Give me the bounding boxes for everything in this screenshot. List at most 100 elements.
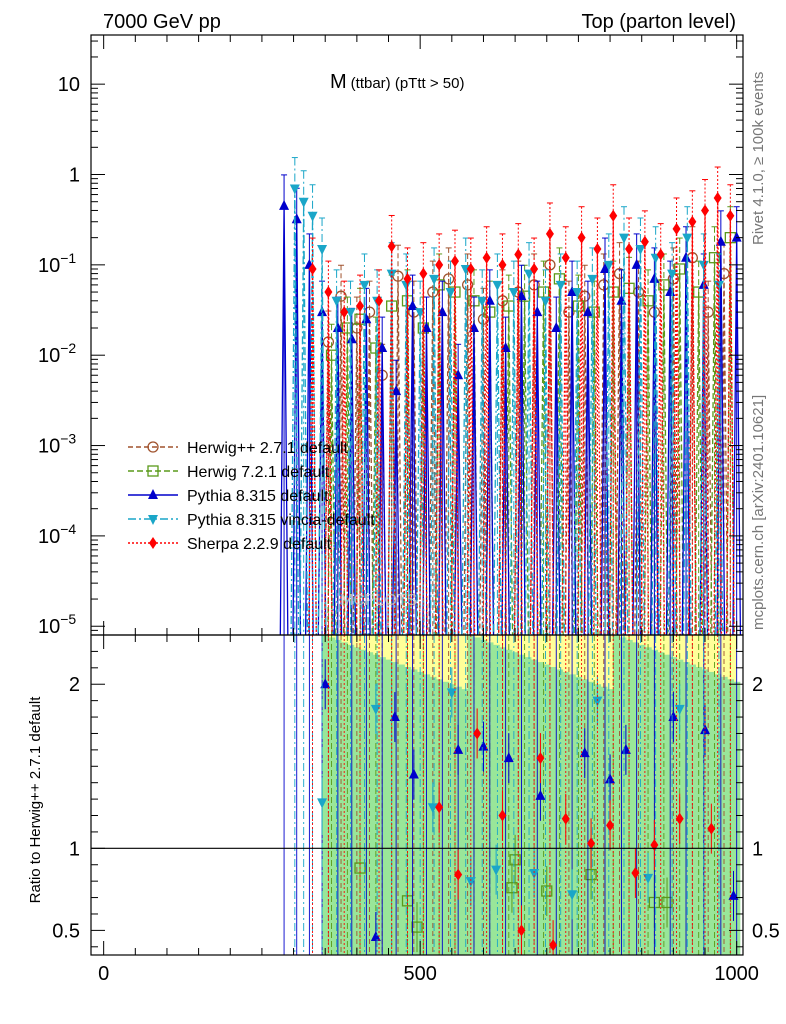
ratio-series-3 bbox=[294, 635, 720, 955]
data-point bbox=[658, 279, 670, 291]
ratio-point bbox=[606, 819, 615, 832]
data-point bbox=[514, 248, 523, 261]
data-point bbox=[356, 300, 365, 313]
ratio-point bbox=[411, 921, 423, 933]
data-point bbox=[340, 306, 349, 319]
data-point bbox=[308, 262, 317, 275]
data-point bbox=[386, 269, 397, 280]
y-tick-label: 10 bbox=[58, 74, 80, 96]
data-point bbox=[331, 296, 342, 307]
ratio-band-green bbox=[353, 647, 361, 955]
data-point bbox=[618, 233, 629, 244]
ratio-point bbox=[498, 809, 507, 822]
ratio-point bbox=[517, 924, 526, 937]
legend-marker bbox=[148, 489, 158, 499]
ratio-y-tick-label-right: 2 bbox=[752, 674, 763, 696]
ratio-band-green bbox=[385, 659, 393, 955]
data-point bbox=[572, 288, 583, 299]
y-tick-label: 10−5 bbox=[38, 611, 76, 638]
legend-entry: Herwig++ 2.7.1 default bbox=[128, 440, 349, 457]
data-point bbox=[656, 248, 665, 261]
ratio-panel-frame bbox=[90, 634, 744, 956]
data-point bbox=[484, 294, 495, 305]
ratio-point bbox=[503, 752, 514, 763]
data-point bbox=[642, 295, 654, 307]
x-tick-label: 500 bbox=[403, 963, 436, 985]
ratio-point bbox=[541, 885, 553, 897]
data-point bbox=[498, 258, 507, 271]
legend: Herwig++ 2.7.1 default Herwig 7.2.1 defau… bbox=[128, 440, 375, 553]
data-point bbox=[561, 251, 570, 264]
data-point bbox=[582, 306, 593, 317]
data-point bbox=[492, 280, 503, 291]
data-point bbox=[427, 286, 439, 298]
data-point bbox=[563, 306, 575, 318]
ratio-point bbox=[408, 768, 419, 779]
y-tick-label: 10−2 bbox=[38, 340, 76, 367]
ratio-y-tick-label: 2 bbox=[69, 674, 80, 696]
data-point bbox=[587, 274, 598, 285]
x-tick-label: 0 bbox=[98, 963, 109, 985]
legend-marker bbox=[147, 465, 159, 477]
data-point bbox=[466, 262, 475, 275]
data-point bbox=[625, 242, 634, 255]
ratio-point bbox=[674, 704, 685, 715]
ratio-point bbox=[587, 837, 596, 850]
data-point bbox=[540, 296, 551, 307]
data-point bbox=[324, 286, 333, 299]
ratio-point bbox=[435, 801, 444, 814]
data-point bbox=[419, 267, 428, 280]
ratio-point bbox=[561, 812, 570, 825]
data-point bbox=[600, 262, 611, 273]
data-point bbox=[508, 288, 519, 299]
data-point bbox=[482, 251, 491, 264]
ratio-series-4 bbox=[312, 635, 731, 955]
process-label: Top (parton level) bbox=[581, 11, 736, 33]
ratio-band-green bbox=[360, 649, 367, 955]
data-point bbox=[359, 280, 370, 291]
y-tick-label: 10−3 bbox=[38, 431, 76, 458]
data-point bbox=[688, 215, 697, 228]
ratio-band-green bbox=[511, 652, 519, 955]
data-point bbox=[403, 272, 412, 285]
data-point bbox=[672, 222, 681, 235]
data-point bbox=[667, 269, 678, 280]
y-tick-label: 10−4 bbox=[38, 521, 76, 548]
ratio-point bbox=[370, 704, 381, 715]
legend-label: Herwig++ 2.7.1 default bbox=[187, 440, 349, 457]
data-point bbox=[445, 288, 456, 299]
data-point bbox=[317, 244, 328, 255]
ratio-point bbox=[509, 854, 521, 866]
mcplots-credit-label: mcplots.cern.ch [arXiv:2401.10621] bbox=[750, 395, 767, 630]
ratio-band-green bbox=[587, 681, 595, 955]
ratio-point bbox=[491, 865, 502, 876]
data-point bbox=[401, 280, 412, 291]
ratio-band-green bbox=[632, 642, 640, 955]
ratio-band-green bbox=[341, 642, 348, 955]
ratio-uncertainty-bands bbox=[322, 635, 741, 955]
legend-entry: Pythia 8.315 default bbox=[128, 488, 329, 505]
ratio-band-green bbox=[524, 657, 532, 955]
ratio-point bbox=[317, 798, 328, 809]
ratio-band-green bbox=[448, 684, 456, 955]
ratio-point bbox=[506, 882, 518, 894]
ratio-panel-axes: 0.5 0.5 1 1 2 2 bbox=[52, 650, 780, 948]
data-point bbox=[461, 279, 474, 291]
ratio-point bbox=[549, 939, 558, 952]
data-point bbox=[346, 333, 357, 344]
ratio-band-green bbox=[372, 654, 380, 955]
legend-label: Pythia 8.315 vincia-default bbox=[187, 512, 375, 529]
plot-title: M (ttbar) (pTtt > 50) bbox=[330, 71, 464, 93]
data-point bbox=[649, 272, 660, 283]
y-tick-label: 10−1 bbox=[38, 250, 76, 277]
series-line bbox=[308, 197, 735, 635]
ratio-band-green bbox=[391, 662, 399, 955]
ratio-y-tick-label-right: 0.5 bbox=[752, 920, 780, 942]
data-point bbox=[726, 209, 735, 222]
ratio-point bbox=[675, 812, 684, 825]
data-point bbox=[363, 306, 376, 318]
ratio-band-green bbox=[613, 635, 621, 955]
data-point bbox=[674, 263, 686, 275]
ratio-band-green bbox=[638, 644, 646, 955]
ratio-band-green bbox=[556, 669, 564, 955]
